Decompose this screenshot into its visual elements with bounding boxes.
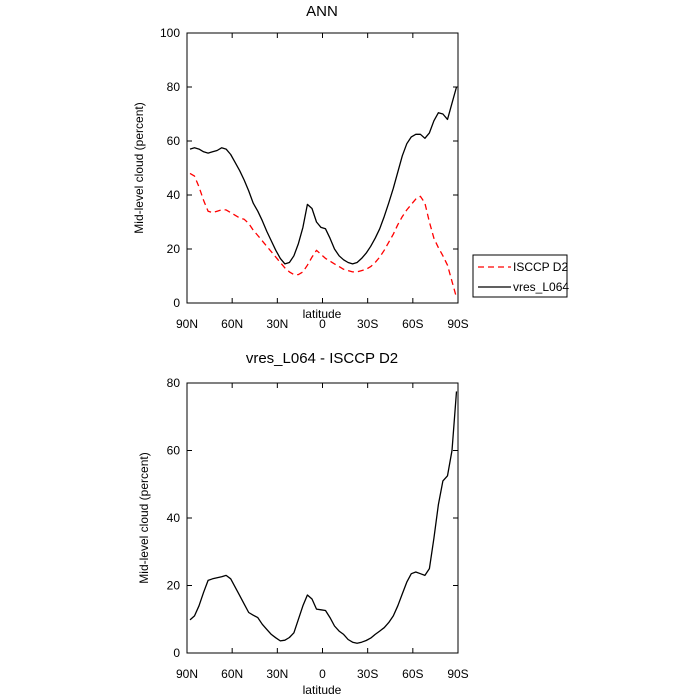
chart-title: ANN <box>306 3 338 20</box>
y-tick-label: 80 <box>167 376 181 390</box>
x-tick-labels: 90N 60N 30N 0 30S 60S 90S <box>176 317 469 331</box>
x-tick-label: 90N <box>176 317 198 331</box>
y-tick-label: 0 <box>173 296 180 310</box>
x-tick-label: 30N <box>266 667 288 681</box>
x-tick-label: 60N <box>221 317 243 331</box>
bottom-chart-panel: vres_L064 - ISCCP D2 90N 60N 30N 0 30S 60S 90S… <box>137 350 469 697</box>
series-lines <box>189 86 458 298</box>
x-tick-labels: 90N 60N 30N 0 30S 60S 90S <box>176 667 469 681</box>
y-tick-label: 20 <box>167 242 181 256</box>
y-tick-labels: 0 20 40 60 80 <box>167 376 181 660</box>
x-tick-label: 30S <box>357 317 378 331</box>
y-axis-label: Mid-level cloud (percent) <box>137 452 151 583</box>
legend-label-vres: vres_L064 <box>513 280 569 294</box>
series-line-difference <box>189 391 458 644</box>
y-tick-label: 80 <box>167 80 181 94</box>
series-line-vres-l064 <box>189 86 458 265</box>
y-tick-label: 40 <box>167 188 181 202</box>
y-tick-label: 40 <box>167 511 181 525</box>
plot-frame <box>186 32 459 304</box>
x-tick-label: 90S <box>447 317 468 331</box>
x-axis-label: latitude <box>303 683 342 697</box>
y-tick-label: 60 <box>167 134 181 148</box>
x-tick-label: 60S <box>402 317 423 331</box>
y-tick-labels: 0 20 40 60 80 100 <box>160 26 180 310</box>
axis-ticks <box>186 32 459 304</box>
legend-label-isccp: ISCCP D2 <box>513 260 568 274</box>
axis-ticks <box>186 382 459 654</box>
x-tick-label: 60S <box>402 667 423 681</box>
plot-frame <box>186 382 459 654</box>
y-tick-label: 0 <box>173 646 180 660</box>
x-tick-label: 30N <box>266 317 288 331</box>
y-tick-label: 100 <box>160 26 180 40</box>
top-chart-panel: ANN 90N 60N 30N 0 30S 60S 90S 0 20 40 60 80 100 lat… <box>132 3 569 331</box>
y-tick-label: 20 <box>167 579 181 593</box>
y-tick-label: 60 <box>167 444 181 458</box>
x-axis-label: latitude <box>303 307 342 321</box>
x-tick-label: 30S <box>357 667 378 681</box>
x-tick-label: 0 <box>319 667 326 681</box>
series-line-isccp-d2 <box>189 172 458 298</box>
legend-box <box>472 254 568 298</box>
legend: ISCCP D2 vres_L064 <box>472 254 569 298</box>
x-tick-label: 90S <box>447 667 468 681</box>
y-axis-label: Mid-level cloud (percent) <box>132 102 146 233</box>
difference-chart-title: vres_L064 - ISCCP D2 <box>246 350 398 367</box>
series-lines <box>189 391 458 644</box>
x-tick-label: 90N <box>176 667 198 681</box>
x-tick-label: 0 <box>319 317 326 331</box>
x-tick-label: 60N <box>221 667 243 681</box>
